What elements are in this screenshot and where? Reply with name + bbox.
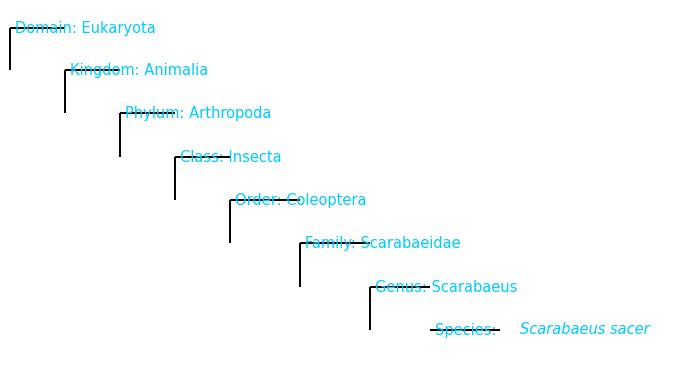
Text: Scarabaeus sacer: Scarabaeus sacer (520, 322, 650, 337)
Text: Phylum: Arthropoda: Phylum: Arthropoda (125, 105, 271, 120)
Text: Order: Coleoptera: Order: Coleoptera (235, 193, 366, 208)
Text: Kingdom: Animalia: Kingdom: Animalia (70, 62, 208, 77)
Text: Family: Scarabaeidae: Family: Scarabaeidae (305, 236, 461, 251)
Text: Species:: Species: (435, 322, 501, 337)
Text: Class: Insecta: Class: Insecta (180, 150, 282, 165)
Text: Genus: Scarabaeus: Genus: Scarabaeus (375, 279, 518, 294)
Text: Domain: Eukaryota: Domain: Eukaryota (15, 21, 156, 36)
